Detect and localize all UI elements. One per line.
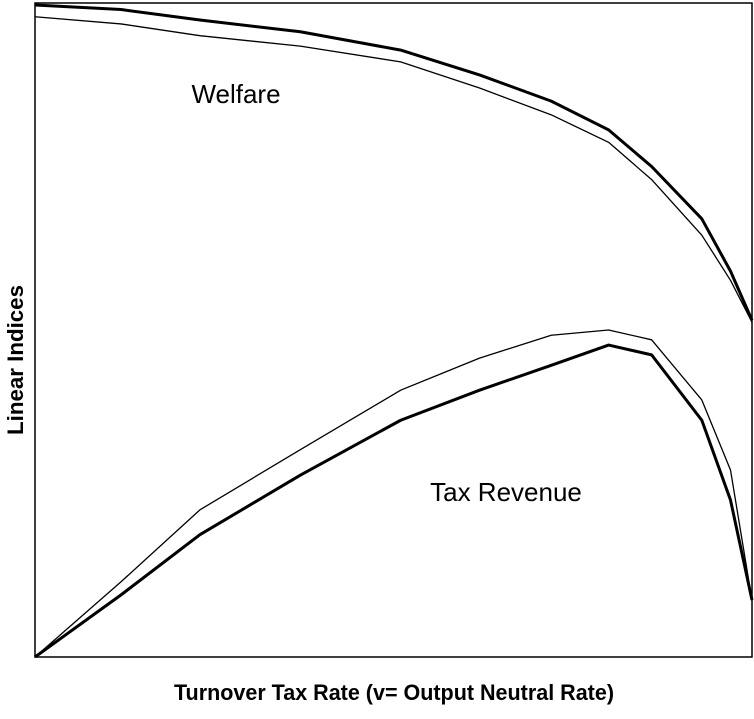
annotation: Tax Revenue	[430, 477, 582, 507]
line-series	[34, 329, 753, 658]
y-axis-label: Linear Indices	[3, 285, 28, 435]
plot-frame	[34, 2, 753, 658]
line-series	[34, 3, 754, 321]
line-series	[34, 16, 753, 323]
x-axis-label: Turnover Tax Rate (v= Output Neutral Rat…	[174, 680, 614, 705]
annotation: Welfare	[191, 79, 280, 109]
line-series	[34, 343, 754, 659]
